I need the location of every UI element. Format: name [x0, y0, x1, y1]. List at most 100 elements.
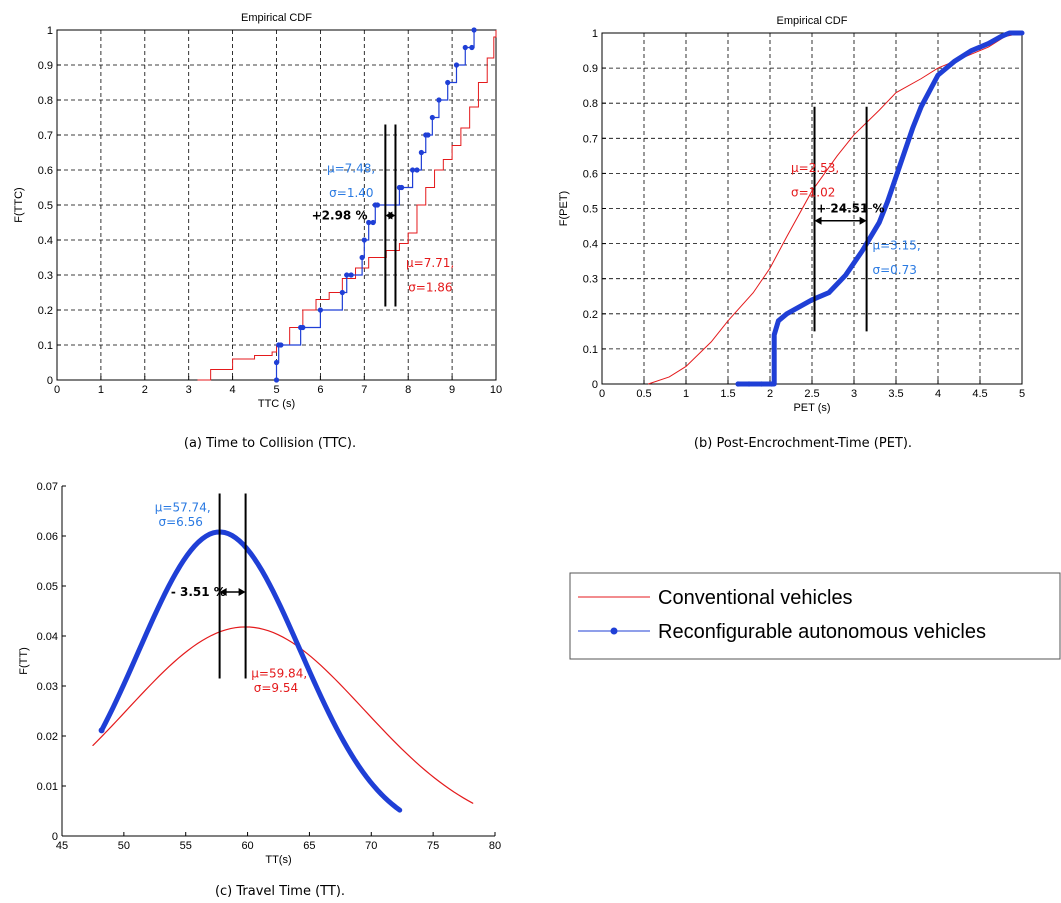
data-point [366, 219, 372, 226]
data-point [300, 324, 306, 331]
chart-title: Empirical CDF [241, 12, 312, 24]
y-tick-label: 0.07 [37, 481, 58, 493]
caption-a: (a) Time to Collision (TTC). [183, 436, 357, 451]
y-tick-label: 0.9 [38, 60, 53, 72]
y-tick-label: 0.8 [583, 98, 598, 110]
x-tick-label: 65 [303, 840, 315, 852]
data-point [418, 149, 424, 156]
data-point [414, 167, 420, 173]
y-tick-label: 0.7 [583, 133, 598, 145]
stat-annotation: σ=0.73 [872, 263, 916, 277]
difference-label: - 3.51 % [171, 585, 226, 599]
y-tick-label: 0.8 [38, 95, 53, 107]
y-tick-label: 0.03 [37, 681, 58, 693]
y-axis-label: F(TTC) [13, 187, 25, 222]
x-tick-label: 80 [489, 840, 501, 852]
x-tick-label: 8 [405, 384, 411, 396]
stat-annotation: μ=3.15, [872, 238, 920, 252]
data-point [453, 62, 460, 68]
x-tick-label: 5 [273, 384, 279, 396]
x-tick-label: 50 [118, 840, 130, 852]
y-tick-label: 0.4 [583, 239, 598, 251]
x-tick-label: 1.5 [720, 388, 735, 400]
stat-annotation: σ=1.86 [408, 280, 452, 294]
chart-c: 45 50 55 60 65 70 75 80 0 0.01 0.02 0.03 0.04 0.05 0.0… [18, 481, 501, 866]
data-point [429, 114, 435, 121]
x-axis-label: TTC (s) [258, 398, 295, 410]
y-tick-label: 1 [592, 28, 598, 40]
y-tick-label: 0.04 [37, 631, 58, 643]
data-point [339, 289, 345, 296]
y-tick-label: 0 [47, 375, 53, 387]
data-point [361, 237, 367, 243]
y-tick-label: 0.3 [38, 270, 53, 282]
stat-annotation: σ=6.56 [158, 515, 202, 529]
stat-annotation: σ=9.54 [254, 681, 298, 695]
chart-b: 0 0.5 1 1.5 2 2.5 3 3.5 4 4.5 5 0 0.1 0.2 0.3 0.4 0.5 0.6… [558, 15, 1025, 414]
difference-label: +2.98 % [312, 209, 368, 223]
data-point [445, 79, 451, 86]
x-tick-label: 55 [180, 840, 192, 852]
x-tick-label: 10 [490, 384, 502, 396]
data-point [273, 359, 280, 366]
data-point [769, 381, 775, 387]
y-tick-label: 0.6 [583, 168, 598, 180]
legend: Conventional vehicles Reconfigurable auto… [569, 572, 1061, 660]
data-point [348, 272, 354, 278]
x-tick-label: 3 [186, 384, 192, 396]
y-tick-label: 0 [52, 831, 58, 843]
y-tick-label: 0.01 [37, 781, 58, 793]
difference-label: + 24.51 % [816, 202, 884, 216]
x-tick-label: 1 [98, 384, 104, 396]
x-tick-label: 1 [683, 388, 689, 400]
x-tick-label: 3.5 [888, 388, 903, 400]
y-tick-label: 0.02 [37, 731, 58, 743]
x-tick-label: 0 [54, 384, 60, 396]
data-point [409, 167, 416, 173]
x-tick-label: 75 [427, 840, 439, 852]
stat-annotation: μ=2.53, [791, 161, 839, 175]
arrow-head-left [219, 588, 227, 596]
x-tick-label: 5 [1019, 388, 1025, 400]
x-axis-label: TT(s) [265, 854, 291, 866]
data-point [273, 377, 280, 383]
y-axis-label: F(PET) [558, 191, 570, 226]
chart-a: 0 1 2 3 4 5 6 7 8 9 10 0 0.1 0.2 0.3 0.4 0.5 0.6 0.7 0.8 0.9… [13, 12, 502, 410]
x-tick-label: 2 [767, 388, 773, 400]
data-point [359, 254, 365, 261]
y-tick-label: 0.2 [583, 309, 598, 321]
series-autonomous-line [735, 30, 1025, 387]
legend-label-conventional: Conventional vehicles [658, 587, 853, 609]
x-tick-label: 7 [361, 384, 367, 396]
x-tick-label: 0.5 [636, 388, 651, 400]
data-point [746, 381, 752, 387]
series-conventional-line [92, 626, 474, 804]
y-tick-label: 1 [47, 25, 53, 37]
x-tick-label: 2.5 [804, 388, 819, 400]
x-tick-label: 60 [241, 840, 253, 852]
data-point [436, 97, 442, 103]
data-point [759, 381, 765, 387]
arrow-head-left [385, 211, 393, 220]
y-tick-label: 0 [592, 379, 598, 391]
y-tick-label: 0.1 [38, 340, 53, 352]
legend-marker-autonomous [610, 627, 618, 635]
x-tick-label: 0 [599, 388, 605, 400]
data-point [374, 202, 381, 208]
stat-annotation: σ=1.40 [329, 186, 373, 200]
x-tick-label: 2 [142, 384, 148, 396]
y-tick-label: 0.7 [38, 130, 53, 142]
y-tick-label: 0.3 [583, 274, 598, 286]
caption-c: (c) Travel Time (TT). [214, 884, 346, 899]
arrow-head-left [814, 216, 822, 225]
stat-annotation: μ=7.71, [406, 256, 454, 270]
caption-b: (b) Post-Encrochment-Time (PET). [693, 436, 913, 451]
data-point [344, 272, 350, 278]
data-point [471, 27, 477, 33]
y-axis-label: F(TT) [18, 647, 30, 674]
series-autonomous-line [99, 529, 403, 813]
arrow-head-right [238, 588, 246, 596]
chart-title: Empirical CDF [777, 15, 848, 27]
x-tick-label: 70 [365, 840, 377, 852]
